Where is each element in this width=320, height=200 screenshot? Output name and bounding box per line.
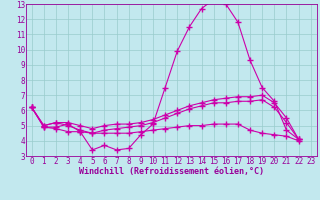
- X-axis label: Windchill (Refroidissement éolien,°C): Windchill (Refroidissement éolien,°C): [79, 167, 264, 176]
